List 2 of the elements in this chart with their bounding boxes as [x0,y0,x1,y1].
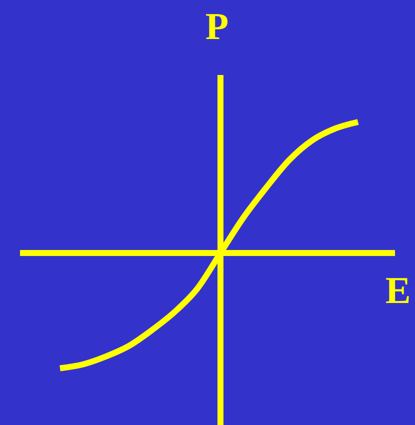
y-axis-title: P [205,6,229,48]
x-axis-title: E [385,270,411,312]
